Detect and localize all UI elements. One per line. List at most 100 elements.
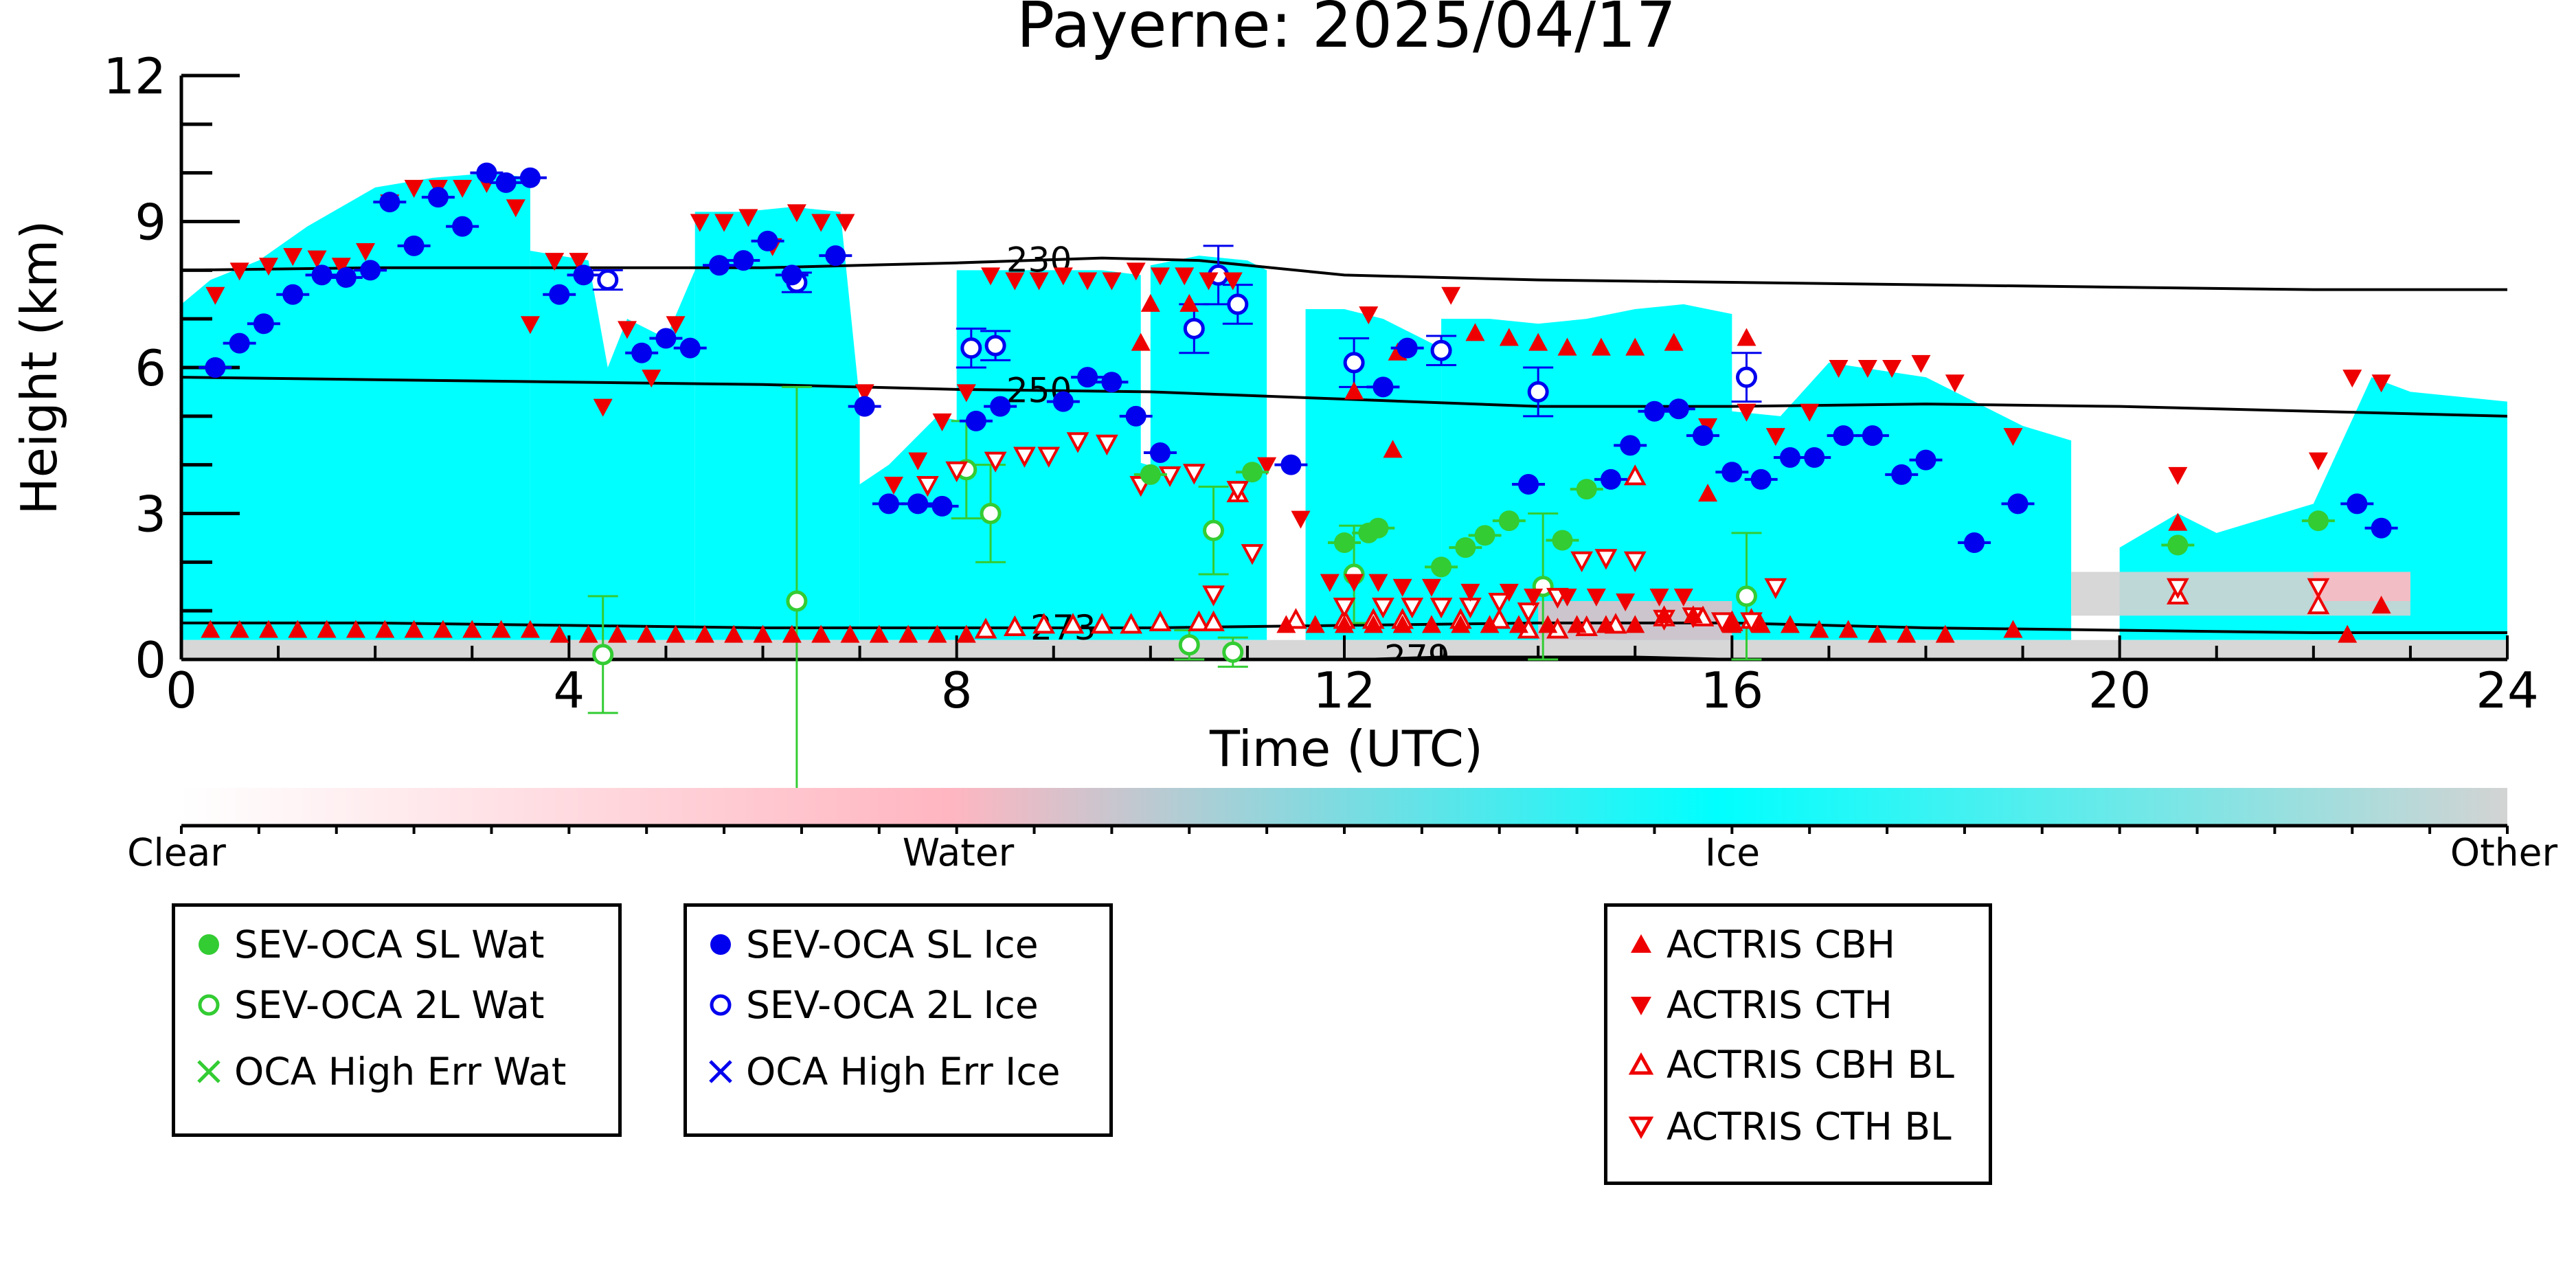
data-point (1935, 624, 1955, 643)
data-point (427, 187, 449, 208)
data-point (1003, 615, 1026, 636)
data-point (1625, 337, 1645, 356)
data-point (855, 384, 874, 403)
data-point (2168, 512, 2188, 531)
open-triangle-down-marker-icon (1628, 1116, 1654, 1140)
cloud-classification-background (181, 172, 2507, 659)
triangle-up-marker-icon (1631, 934, 1651, 953)
data-point (1095, 434, 1118, 455)
data-point (1804, 447, 1825, 468)
data-point (782, 624, 802, 643)
legend-label: SEV-OCA 2L Wat (234, 983, 545, 1027)
data-point (2166, 578, 2189, 599)
ice-region (1305, 309, 1442, 640)
data-point (2307, 578, 2330, 599)
data-point (2168, 466, 2188, 485)
data-point (229, 262, 249, 281)
data-point (519, 167, 541, 188)
data-point (1737, 328, 1756, 346)
data-point (452, 216, 473, 237)
data-point (356, 243, 376, 261)
data-point (960, 337, 982, 359)
data-point (375, 620, 395, 638)
data-point (253, 313, 274, 335)
data-point (878, 493, 899, 515)
y-tick-label: 12 (103, 47, 166, 105)
data-point (1867, 624, 1887, 643)
data-point (1570, 551, 1594, 572)
data-point (709, 255, 730, 276)
data-markers (199, 162, 2398, 817)
data-point (1397, 337, 1418, 359)
data-point (403, 235, 425, 256)
data-point (1149, 442, 1171, 463)
legend-label: ACTRIS CTH BL (1667, 1105, 1952, 1149)
data-point (476, 162, 497, 183)
x-axis-label: Time (UTC) (1209, 720, 1483, 778)
data-point (1333, 598, 1356, 619)
data-point (1077, 367, 1098, 388)
colorbar: Clear Water Ice Other (127, 788, 2557, 874)
data-point (1857, 360, 1877, 378)
data-point (506, 199, 526, 218)
data-point (2003, 428, 2023, 447)
legend-ice: SEV-OCA SL Ice SEV-OCA 2L Ice OCA High E… (683, 903, 1113, 1137)
data-point (1202, 585, 1225, 607)
data-point (1451, 615, 1471, 633)
data-point (549, 284, 570, 305)
data-point (753, 624, 773, 643)
data-point (379, 192, 400, 213)
contour-line (181, 256, 2507, 291)
colorbar-ticks (180, 826, 2509, 834)
data-point (1499, 583, 1519, 602)
data-point (1037, 447, 1061, 468)
data-point (1891, 464, 1912, 485)
chart-title: Payerne: 2025/04/17 (1017, 0, 1676, 62)
data-point (360, 260, 381, 281)
data-point (1320, 574, 1340, 592)
data-point (869, 624, 889, 643)
data-point (1591, 337, 1611, 356)
data-point (1480, 615, 1500, 633)
data-point (990, 396, 1011, 417)
legend-label: OCA High Err Wat (234, 1050, 567, 1094)
data-point (1182, 464, 1206, 485)
data-point (1102, 272, 1122, 291)
x-tick-label: 4 (553, 662, 585, 719)
x-tick-label: 12 (1313, 662, 1376, 719)
legend-entry: SEV-OCA 2L Wat (192, 983, 545, 1027)
data-point (666, 624, 686, 643)
data-point (981, 267, 1001, 286)
x-marker-icon (197, 1060, 221, 1083)
data-point (1915, 449, 1936, 471)
data-point (1552, 530, 1573, 551)
data-point (346, 620, 365, 638)
data-point (2308, 452, 2328, 471)
data-point (1809, 620, 1829, 638)
y-tick-label: 0 (135, 631, 166, 689)
legend-entry: ACTRIS CTH BL (1624, 1105, 1952, 1149)
data-point (283, 248, 303, 267)
data-point (1052, 391, 1074, 412)
ice-region (1150, 256, 1267, 640)
data-point (597, 269, 619, 291)
x-tick-label: 8 (941, 662, 973, 719)
data-point (1780, 615, 1800, 633)
data-point (835, 214, 855, 232)
data-point (1538, 615, 1558, 633)
data-point (1032, 613, 1055, 634)
data-point (2342, 370, 2362, 388)
data-point (781, 264, 802, 286)
data-point (462, 620, 482, 638)
legend-entry: ACTRIS CBH (1624, 923, 1895, 967)
x-marker-icon (709, 1060, 732, 1083)
data-point (573, 264, 594, 286)
x-tick-label: 16 (1701, 662, 1764, 719)
data-point (787, 204, 806, 223)
data-point (1401, 598, 1424, 619)
data-point (1518, 474, 1539, 495)
data-point (1061, 613, 1085, 634)
data-point (1616, 594, 1636, 611)
data-point (974, 618, 997, 639)
data-point (1421, 578, 1441, 597)
